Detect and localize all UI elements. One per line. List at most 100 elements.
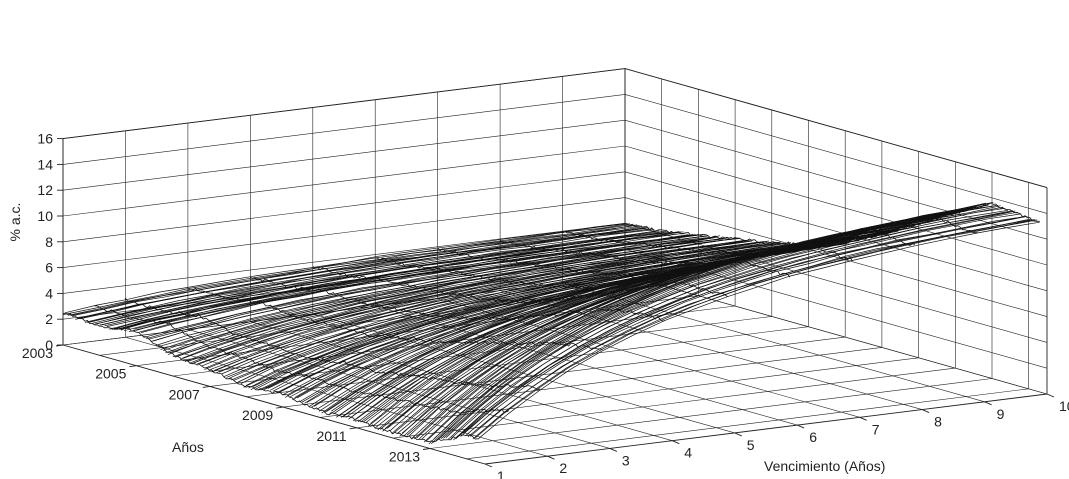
maturity-series	[312, 266, 728, 304]
yield-curve	[92, 229, 655, 324]
y-tick	[734, 432, 742, 437]
grid-line	[246, 326, 809, 397]
yield-curve	[472, 219, 1035, 440]
y-tick-label: 3	[622, 452, 630, 468]
yield-curve	[238, 243, 801, 383]
yield-curve	[145, 235, 708, 340]
yield-curve	[170, 237, 733, 353]
yield-curve	[123, 232, 687, 332]
maturity-series	[187, 287, 603, 350]
maturity-series	[94, 305, 510, 414]
yield-curve	[209, 242, 772, 371]
maturity-series	[499, 227, 915, 266]
x-tick	[422, 448, 431, 450]
yield-curve	[253, 242, 816, 387]
x-tick-label: 2003	[22, 345, 53, 361]
grid-line	[624, 171, 1048, 292]
yield-curve	[172, 237, 735, 358]
y-tick-label: 10	[1059, 398, 1069, 414]
x-tick	[55, 344, 64, 347]
yield-curve	[450, 210, 1013, 439]
yield-curve	[72, 225, 635, 317]
z-tick-label: 14	[37, 156, 53, 172]
y-tick-label: 1	[497, 468, 505, 479]
rate-surface	[62, 201, 1040, 445]
grid-line	[62, 274, 626, 346]
y-tick	[609, 447, 618, 452]
yield-curve	[153, 237, 716, 342]
z-tick-label: 4	[45, 285, 53, 301]
maturity-series	[125, 297, 541, 391]
x-tick	[349, 427, 357, 430]
yield-curve	[189, 240, 752, 364]
yield-curve	[182, 240, 745, 359]
grid-line	[624, 223, 1048, 343]
yield-curve	[440, 206, 1004, 439]
z-tick-label: 0	[45, 337, 53, 353]
yield-curve	[187, 240, 750, 362]
yield-curve	[477, 221, 1040, 440]
grid-line	[429, 378, 993, 449]
y-tick	[672, 440, 680, 445]
y-tick	[484, 463, 493, 468]
yield-curve	[194, 241, 757, 364]
x-tick-label: 2011	[316, 428, 346, 444]
y-tick	[859, 416, 867, 421]
yield-curve	[465, 215, 1028, 437]
z-tick-label: 8	[45, 234, 53, 250]
yield-curve	[431, 201, 994, 445]
x-tick-label: 2009	[242, 407, 273, 423]
x-tick-label: 2005	[95, 366, 126, 382]
yield-curve	[65, 223, 628, 314]
yield-curve	[206, 240, 769, 368]
yield-curve	[221, 242, 784, 375]
yield-curve	[462, 216, 1026, 434]
yield-curve	[438, 205, 1001, 440]
grid-line	[62, 197, 626, 268]
yield-curve	[177, 238, 740, 357]
y-tick	[984, 401, 992, 406]
grid-line	[356, 357, 919, 429]
x-tick-label: 2013	[389, 449, 420, 465]
grid-line	[624, 274, 1048, 395]
yield-curve	[106, 231, 669, 327]
y-tick	[797, 424, 805, 429]
z-tick-label: 12	[37, 182, 53, 198]
y-tick-label: 9	[997, 406, 1005, 422]
grid-line	[312, 313, 735, 434]
yield-curve	[141, 234, 704, 333]
x-tick	[129, 365, 137, 368]
y-tick	[921, 409, 930, 414]
grid-line	[624, 197, 1048, 317]
yield-curve	[445, 209, 1009, 439]
x-tick	[202, 385, 210, 388]
yield-curve	[433, 205, 996, 440]
grid-line	[62, 119, 626, 191]
maturity-series	[562, 215, 978, 256]
yield-curve	[228, 242, 791, 379]
z-axis-label: % a.c.	[7, 203, 23, 242]
maturity-series	[62, 312, 478, 443]
yield-curve	[457, 213, 1021, 437]
x-axis-line	[62, 344, 486, 465]
yield-curve	[201, 241, 765, 367]
yield-curve	[158, 235, 721, 348]
yield-curve	[179, 240, 743, 360]
x-tick-label: 2007	[169, 386, 200, 402]
grid-line	[62, 171, 626, 243]
y-axis-line	[484, 393, 1048, 465]
y-tick-label: 7	[872, 421, 880, 437]
y-tick-label: 2	[559, 460, 567, 476]
yield-curve	[245, 242, 808, 386]
grid-line	[624, 94, 1048, 214]
y-tick-label: 5	[747, 437, 755, 453]
grid-line	[283, 336, 846, 408]
grid-line	[319, 347, 882, 418]
yield-curve	[87, 227, 650, 323]
grid-line	[62, 94, 626, 165]
grid-line	[624, 119, 1048, 240]
y-tick-label: 6	[809, 429, 817, 445]
z-tick-label: 10	[37, 208, 53, 224]
yield-curve	[218, 241, 782, 373]
